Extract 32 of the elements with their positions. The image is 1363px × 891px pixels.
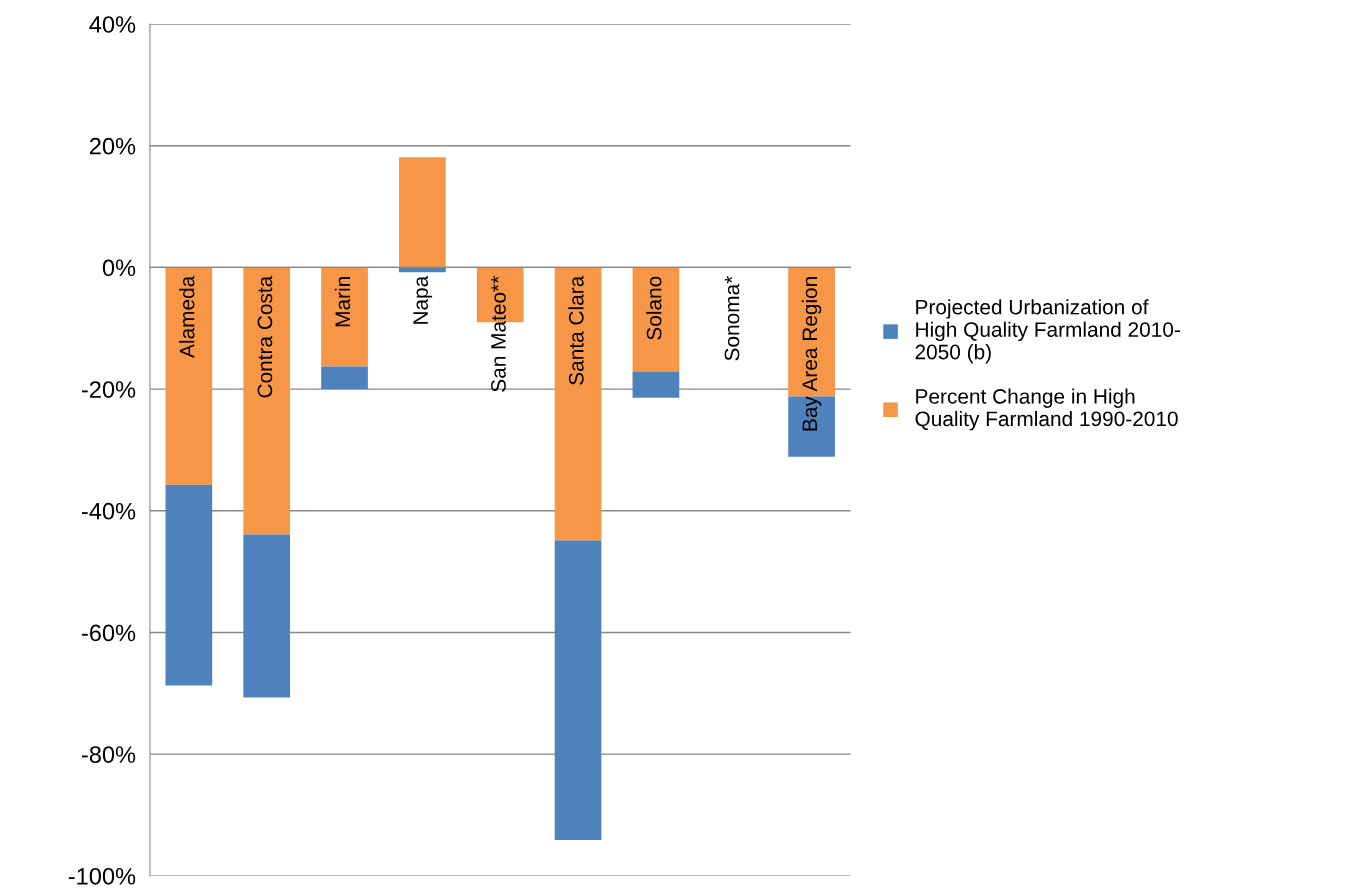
- bar: [554, 540, 602, 840]
- bar: [788, 396, 835, 457]
- x-tick-label: Santa Clara: [568, 275, 584, 385]
- y-tick-label: -20%: [81, 381, 136, 398]
- x-tick-label: San Mateo**: [491, 276, 506, 392]
- y-tick-label: 0%: [102, 259, 136, 277]
- y-tick-label: 20%: [89, 137, 136, 155]
- bar: [632, 267, 680, 372]
- legend-label: Percent Change in High Quality Farmland 1990-2010: [915, 388, 1178, 431]
- legend-label: Projected Urbanization of High Quality Farmland 2010- 2050 (b): [915, 299, 1180, 364]
- bar: [554, 267, 602, 541]
- bar: [321, 267, 368, 367]
- y-tick-label: -100%: [68, 867, 136, 885]
- y-tick-label: -40%: [81, 502, 136, 520]
- x-tick-label: Solano: [646, 276, 662, 340]
- x-tick-label: Marin: [334, 277, 351, 327]
- x-tick-label: Bay Area Region: [801, 277, 822, 431]
- bar: [321, 366, 368, 390]
- x-tick-label: Napa: [413, 275, 433, 324]
- bar: [165, 484, 213, 686]
- y-tick-label: -60%: [81, 624, 136, 642]
- bar: [165, 267, 213, 485]
- bar: [399, 157, 446, 268]
- x-tick-label: Sonoma*: [724, 276, 740, 361]
- bar: [243, 267, 291, 535]
- y-tick-label: 40%: [89, 16, 136, 33]
- y-tick-label: -80%: [81, 746, 136, 763]
- bar: [788, 267, 835, 397]
- x-tick-label: Alameda: [179, 275, 195, 358]
- bar: [632, 371, 680, 398]
- bar: [243, 534, 291, 698]
- x-tick-label: Contra Costa: [257, 275, 273, 398]
